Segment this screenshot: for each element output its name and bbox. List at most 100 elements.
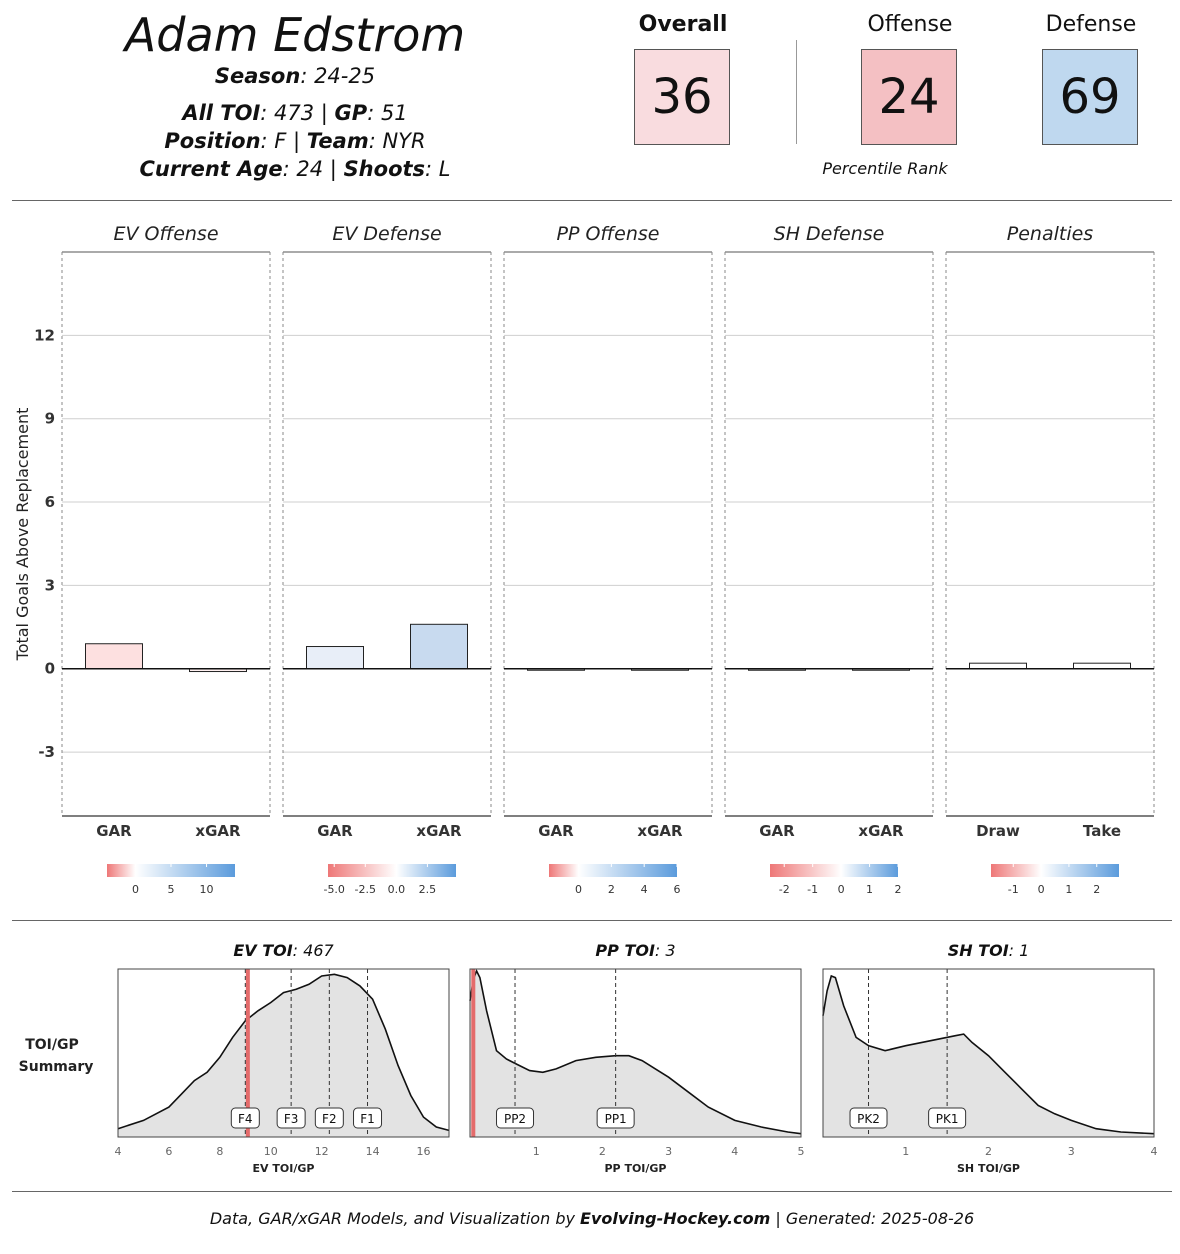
colorbar-tick-label: 2 [608, 883, 615, 896]
colorbar [549, 864, 677, 877]
toi-title-value: : 467 [293, 941, 335, 960]
toi-panel-1: EV TOI: 467 F4 F3 F2 F1 4 6 8 10 12 14 16 EV TOI/GP [115, 941, 450, 1175]
y-axis-title: Total Goals Above Replacement [13, 408, 32, 662]
x-tick-label: 1 [902, 1145, 909, 1158]
colorbar-tick-label: 0 [1038, 883, 1045, 896]
toi-label: All TOI [182, 101, 261, 125]
overall-label: Overall [638, 12, 728, 37]
x-tick-label: xGAR [416, 822, 462, 840]
colorbar-tick-label: 0 [132, 883, 139, 896]
panel-sh-defense: SH Defense GAR xGAR -2 -1 0 1 2 [724, 223, 934, 896]
shoots-value: : L [425, 157, 451, 181]
colorbar-tick-label: 6 [674, 883, 681, 896]
role-marker-box [230, 1107, 260, 1129]
role-marker-label: PP1 [605, 1112, 627, 1126]
y-tick-label: 0 [45, 660, 55, 678]
colorbar-tick-label: -1 [807, 883, 818, 896]
x-tick-label: 16 [417, 1145, 431, 1158]
x-tick-label: 1 [533, 1145, 540, 1158]
role-marker-label: F3 [284, 1112, 299, 1126]
panel-penalties: Penalties Draw Take -1 0 1 2 [945, 223, 1155, 896]
colorbar-tick-label: 0 [838, 883, 845, 896]
middle-divider [12, 920, 1172, 921]
role-marker-box [353, 1107, 383, 1129]
row-label-line2: Summary [19, 1059, 94, 1075]
x-tick-label: 4 [115, 1145, 122, 1158]
age-label: Current Age [139, 157, 283, 181]
colorbar [107, 864, 235, 877]
row-label-line1: TOI/GP [25, 1037, 79, 1053]
colorbar-tick-label: -1 [1008, 883, 1019, 896]
role-marker-label: PP2 [504, 1112, 526, 1126]
footer-text-a: Data, GAR/xGAR Models, and Visualization… [209, 1209, 581, 1228]
team-value: : NYR [368, 129, 426, 153]
defense-label: Defense [1045, 12, 1137, 37]
colorbar-tick-label: 0.0 [388, 883, 406, 896]
toi-panel-title: EV TOI: 467 [233, 941, 334, 960]
shoots-label: Shoots [343, 157, 426, 181]
percentile-divider [796, 40, 797, 144]
position-line: Position: F | Team: NYR [40, 129, 550, 153]
position-value: : F | [260, 129, 307, 153]
colorbar-tick-label: 4 [641, 883, 648, 896]
role-marker-label: F1 [360, 1112, 375, 1126]
offense-label: Offense [867, 12, 953, 37]
panel-ev-defense: EV Defense GAR xGAR -5.0 -2.5 0.0 2.5 [282, 223, 492, 896]
role-marker-box [496, 1107, 535, 1129]
colorbar-tick-label: 1 [1065, 883, 1072, 896]
bar-take [1073, 662, 1131, 670]
colorbar-tick-label: 10 [200, 883, 214, 896]
colorbar-tick-label: 1 [866, 883, 873, 896]
overall-percentile-box: 36 [634, 49, 730, 145]
colorbar-tick-label: 0 [575, 883, 582, 896]
percentile-caption: Percentile Rank [822, 159, 948, 178]
x-tick-label: 4 [731, 1145, 738, 1158]
role-marker-label: F2 [322, 1112, 337, 1126]
team-label: Team [306, 129, 369, 153]
panel-title: PP Offense [557, 223, 660, 245]
role-marker-box [314, 1107, 344, 1129]
x-tick-label: GAR [538, 822, 574, 840]
x-tick-label: Draw [976, 822, 1020, 840]
toi-line: All TOI: 473 | GP: 51 [40, 101, 550, 125]
toi-title-label: SH TOI [948, 941, 1009, 960]
colorbar-tick-label: 2 [895, 883, 902, 896]
footer-brand[interactable]: Evolving-Hockey.com [580, 1209, 771, 1228]
density-curve [822, 974, 1155, 1135]
position-label: Position [164, 129, 261, 153]
gar-bar-chart: Total Goals Above Replacement-3036912EV … [13, 223, 1155, 896]
x-tick-label: 3 [665, 1145, 672, 1158]
footer-divider [12, 1191, 1172, 1192]
panel-title: EV Offense [113, 223, 218, 245]
y-tick-label: -3 [38, 743, 55, 761]
toi-panel-3: SH TOI: 1 PK2 PK1 1 2 3 4 SH TOI/GP [822, 941, 1158, 1175]
x-tick-label: GAR [96, 822, 132, 840]
x-tick-label: 12 [315, 1145, 329, 1158]
panel-title: SH Defense [774, 223, 885, 245]
density-area [470, 971, 801, 1137]
player-name: Adam Edstrom [124, 8, 466, 62]
gp-label: GP [334, 101, 368, 125]
role-marker-box [849, 1107, 888, 1129]
season-value: : 24-25 [300, 64, 376, 88]
role-marker-box [276, 1107, 306, 1129]
offense-percentile-box: 24 [861, 49, 957, 145]
bar-draw [969, 662, 1027, 670]
role-marker-label: F4 [238, 1112, 253, 1126]
x-tick-label: xGAR [637, 822, 683, 840]
y-tick-label: 3 [45, 576, 55, 594]
age-value: : 24 | [282, 157, 344, 181]
role-marker-label: PK2 [857, 1112, 880, 1126]
x-tick-label: GAR [759, 822, 795, 840]
toi-title-label: EV TOI [233, 941, 292, 960]
colorbar-tick-label: 5 [168, 883, 175, 896]
season-label: Season [214, 64, 301, 88]
x-tick-label: 8 [216, 1145, 223, 1158]
x-tick-label: Take [1083, 822, 1121, 840]
role-marker-box [596, 1107, 635, 1129]
header-divider [12, 200, 1172, 201]
toi-panel-title: SH TOI: 1 [948, 941, 1030, 960]
colorbar [991, 864, 1119, 877]
colorbar-tick-label: -5.0 [323, 883, 344, 896]
